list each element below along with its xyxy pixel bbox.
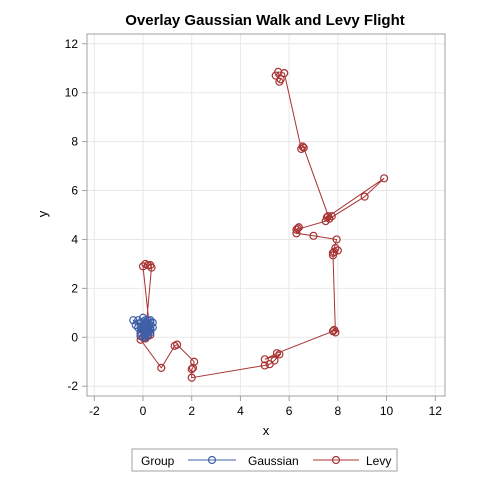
legend: Group Gaussian Levy [131, 448, 398, 472]
y-tick-label: 8 [71, 135, 78, 149]
gaussian-point [141, 323, 150, 332]
plot-frame [86, 33, 446, 397]
levy-point [331, 243, 340, 253]
y-tick-label: 12 [65, 37, 79, 51]
levy-point [173, 340, 182, 349]
levy-point [331, 328, 340, 337]
gaussian-point [141, 333, 150, 342]
y-axis-label: y [35, 210, 50, 217]
levy-point [260, 361, 269, 370]
y-tick-label: 10 [65, 86, 79, 100]
gaussian-point [138, 323, 148, 332]
levy-point [297, 144, 306, 154]
gaussian-point [146, 325, 155, 335]
gaussian-point [129, 316, 138, 325]
levy-point [325, 214, 334, 223]
legend-label-gaussian: Gaussian [248, 454, 299, 468]
levy-path [139, 71, 385, 379]
legend-frame [131, 448, 398, 472]
x-tick-label: 0 [140, 404, 147, 418]
levy-point [327, 212, 336, 221]
gaussian-point [141, 320, 150, 330]
x-tick-label: 10 [380, 404, 394, 418]
levy-point [360, 192, 369, 201]
levy-point [157, 363, 166, 372]
gaussian-point [148, 318, 157, 327]
gaussian-point [143, 330, 152, 339]
x-tick-label: -2 [89, 404, 100, 418]
levy-point [188, 363, 198, 372]
x-tick-label: 6 [286, 404, 293, 418]
levy-point [190, 357, 199, 366]
y-tick-label: 6 [71, 184, 78, 198]
levy-point [272, 349, 282, 358]
legend-entry-gaussian: Gaussian [188, 454, 299, 468]
levy-point [332, 235, 341, 244]
x-tick-label: 12 [429, 404, 443, 418]
levy-point [293, 224, 302, 233]
x-axis-label: x [263, 423, 270, 438]
axis-ticks: -2 0 2 4 6 8 10 12 -2 0 2 4 6 8 10 12 [65, 37, 443, 418]
gaussian-point [146, 328, 155, 337]
legend-entry-levy: Levy [313, 454, 391, 468]
y-tick-label: 0 [71, 330, 78, 344]
legend-label-levy: Levy [366, 454, 391, 468]
y-tick-label: 2 [71, 281, 78, 295]
levy-point [380, 174, 389, 183]
legend-marker-gaussian [207, 455, 217, 465]
series-gaussian [129, 313, 157, 342]
levy-point [275, 77, 284, 86]
levy-point [328, 248, 338, 258]
chart-title: Overlay Gaussian Walk and Levy Flight [125, 12, 405, 29]
gaussian-point [138, 320, 148, 330]
gaussian-point [143, 320, 152, 330]
legend-title: Group [141, 454, 175, 468]
levy-point [328, 251, 338, 260]
x-tick-label: 4 [237, 404, 244, 418]
y-tick-label: -2 [67, 379, 78, 393]
levy-point [187, 373, 196, 382]
x-tick-label: 8 [334, 404, 341, 418]
series-layer [129, 67, 389, 382]
y-tick-label: 4 [71, 232, 78, 246]
levy-point [187, 364, 196, 374]
gaussian-point [136, 328, 145, 337]
series-levy [136, 67, 389, 382]
levy-point [270, 356, 279, 365]
gaussian-point [146, 316, 155, 325]
levy-point [147, 263, 156, 272]
gaussian-point [143, 325, 152, 335]
levy-point [292, 225, 301, 234]
levy-point [330, 247, 339, 256]
grid [87, 34, 445, 396]
levy-point [294, 223, 303, 232]
levy-point [260, 355, 269, 364]
x-tick-label: 2 [188, 404, 195, 418]
levy-point [309, 231, 318, 240]
levy-point [333, 246, 342, 255]
levy-point [280, 69, 289, 78]
gaussian-point [136, 318, 145, 327]
legend-marker-levy [331, 455, 341, 465]
